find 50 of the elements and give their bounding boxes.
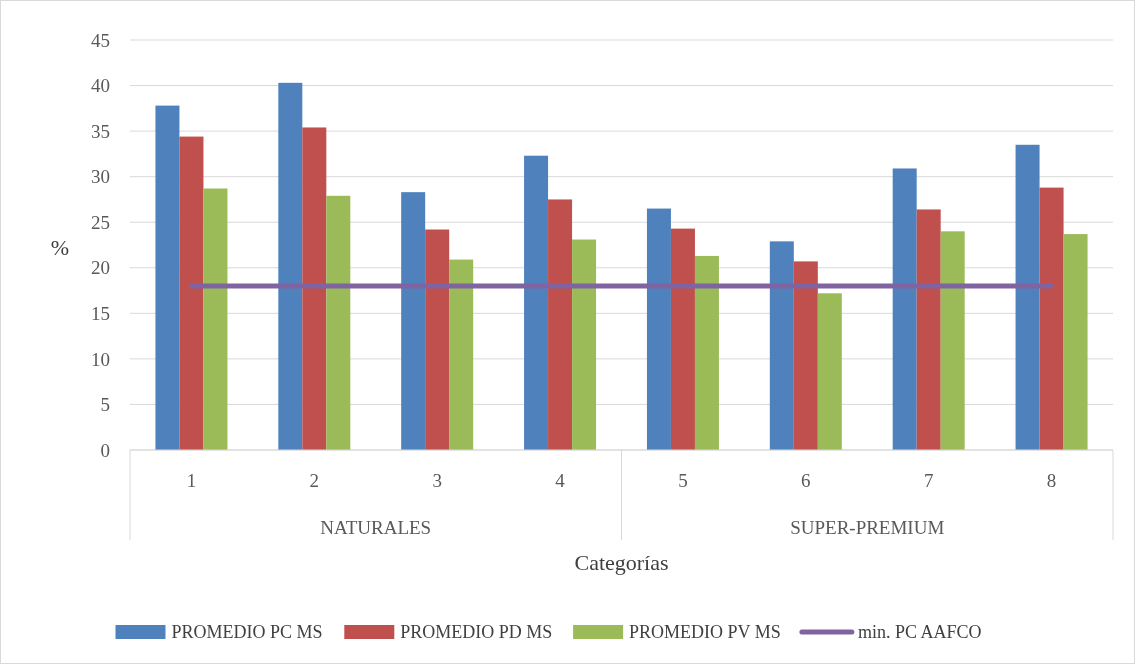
y-axis-title: % (50, 235, 70, 260)
bar (670, 228, 695, 450)
bar (401, 192, 426, 450)
legend-label: PROMEDIO PD MS (400, 622, 553, 643)
legend-label: PROMEDIO PV MS (629, 622, 781, 643)
y-tick-label: 35 (91, 120, 110, 142)
bar (179, 136, 204, 450)
bar (940, 231, 965, 450)
x-tick-label: 5 (678, 470, 688, 491)
y-tick-label: 5 (100, 394, 110, 416)
bar (646, 208, 671, 450)
bar (572, 239, 597, 450)
bar (1015, 144, 1040, 450)
y-tick-label: 10 (91, 348, 110, 370)
x-tick-label: 7 (923, 470, 934, 491)
bar (892, 168, 917, 450)
bar (1039, 187, 1064, 450)
bar (694, 255, 719, 450)
bar (1063, 234, 1088, 450)
bar (302, 127, 327, 450)
y-tick-label: 45 (91, 29, 110, 51)
x-axis-title: Categorías (574, 550, 669, 575)
y-tick-label: 15 (91, 302, 110, 324)
legend-label: min. PC AAFCO (857, 622, 982, 643)
x-tick-label: 1 (186, 470, 197, 491)
legend-label: PROMEDIO PC MS (171, 622, 323, 643)
y-tick-label: 0 (100, 439, 110, 461)
text: NATURALES (320, 517, 432, 538)
bar (203, 188, 228, 450)
bar (548, 199, 573, 450)
x-tick-label: 4 (555, 470, 566, 491)
bar (769, 241, 794, 450)
x-tick-label: 3 (432, 470, 442, 491)
y-tick-label: 40 (91, 75, 110, 97)
bar (449, 259, 474, 450)
bar (524, 155, 549, 450)
y-tick-label: 30 (91, 166, 110, 188)
y-tick-label: 20 (91, 257, 110, 279)
text: SUPER-PREMIUM (790, 517, 945, 538)
x-tick-label: 8 (1046, 470, 1057, 491)
bar (278, 82, 303, 450)
bar (793, 261, 818, 450)
bar (326, 195, 351, 450)
y-tick-label: 25 (91, 211, 110, 233)
x-tick-label: 2 (309, 470, 320, 491)
bar (155, 105, 180, 450)
bar (817, 293, 842, 450)
x-tick-label: 6 (801, 470, 811, 491)
bar (425, 229, 450, 450)
bar (916, 209, 941, 450)
